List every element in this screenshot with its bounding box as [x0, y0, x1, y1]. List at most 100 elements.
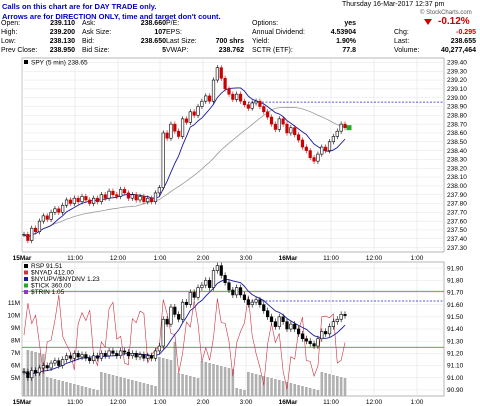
volume-bar: [254, 374, 258, 396]
candle-body: [95, 355, 100, 359]
x-tick-label: 12:00: [110, 255, 127, 262]
stat-label: Options:: [252, 20, 279, 27]
candle-body: [150, 197, 154, 203]
x-tick-label: 11:00: [67, 399, 83, 406]
y-tick-label: 238.80: [447, 113, 467, 120]
volume-bar: [200, 361, 204, 396]
candle-body: [204, 279, 208, 286]
candle-body: [327, 141, 332, 151]
candle-body: [41, 215, 45, 222]
volume-bar: [154, 386, 157, 396]
y-tick-label: 91.10: [447, 363, 464, 370]
candle-body: [84, 354, 88, 359]
candle-body: [107, 190, 111, 199]
x-tick-label: 12:00: [110, 399, 127, 406]
volume-bar: [189, 376, 192, 396]
candle-body: [273, 123, 277, 130]
volume-bar: [80, 386, 84, 396]
y-tick-label: 238.10: [447, 174, 467, 181]
candle-body: [122, 189, 127, 194]
x-tick-label: 11:00: [323, 399, 339, 406]
stat-value: 238.655: [450, 38, 476, 45]
candle-body: [180, 118, 185, 137]
candle-body: [142, 196, 146, 203]
volume-bar: [270, 378, 273, 396]
watermark: © StockCharts.com: [420, 10, 472, 16]
candle-body: [26, 371, 30, 379]
oscillator-line: [23, 295, 346, 390]
volume-bar: [305, 387, 308, 396]
stat-value: 238.950: [49, 47, 75, 54]
candle-body: [254, 100, 258, 104]
candle-body: [324, 331, 328, 335]
candle-body: [266, 310, 270, 318]
candle-body: [331, 136, 335, 143]
candle-body: [142, 354, 146, 359]
stat-label: Bid:: [82, 38, 95, 45]
volume-bar: [181, 374, 184, 396]
candle-body: [138, 196, 142, 201]
stat-value: 238.650: [140, 38, 166, 45]
plot-frame: [21, 57, 445, 253]
candle-body: [41, 365, 45, 369]
header-datetime: Thursday 16-Mar-2017 12:37 pm: [342, 1, 445, 8]
candle-body: [223, 275, 227, 284]
y-tick-label: 237.60: [447, 218, 467, 225]
y-tick-label: 237.30: [447, 245, 467, 252]
y-tick-label: 238.70: [447, 121, 467, 128]
volume-bar: [335, 376, 339, 396]
candle-body: [22, 234, 26, 236]
candle-body: [161, 132, 165, 188]
stat-label: Last:: [394, 38, 410, 45]
candle-body: [57, 360, 61, 366]
volume-tick-label: 8M: [11, 338, 20, 345]
candle-body: [169, 306, 173, 325]
y-tick-label: 239.10: [447, 86, 467, 93]
volume-bar: [119, 377, 122, 396]
volume-bar: [204, 362, 208, 396]
stat-value: 107: [154, 29, 166, 36]
candle-body: [34, 370, 38, 374]
candle-body: [316, 153, 320, 162]
stat-value: 238.762: [218, 47, 244, 54]
candle-body: [192, 111, 196, 116]
candle-body: [92, 197, 96, 204]
candle-body: [157, 345, 161, 352]
indicator-panel: 90.90 91.00 91.10 91.20 91.30 91.40 91.50 91.60…: [7, 261, 464, 406]
stat-label: Low:: [1, 38, 16, 45]
volume-bar: [262, 376, 266, 396]
candle-body: [262, 304, 266, 312]
candle-body: [37, 367, 42, 374]
y-tick-label: 91.30: [447, 338, 464, 345]
volume-bar: [324, 373, 327, 396]
volume-bar: [150, 385, 153, 396]
y-tick-label: 91.60: [447, 302, 464, 309]
candle-body: [324, 146, 328, 151]
candle-body: [84, 196, 88, 201]
last-price-marker: [346, 125, 352, 131]
candle-body: [304, 338, 308, 342]
candle-body: [165, 318, 169, 325]
volume-bar: [281, 381, 285, 396]
volume-bar: [308, 388, 312, 396]
volume-bar: [22, 368, 26, 396]
candle-body: [53, 360, 57, 364]
volume-bar: [57, 380, 61, 396]
candle-body: [184, 118, 189, 123]
volume-bar: [65, 382, 68, 396]
volume-bar: [235, 388, 239, 396]
y-tick-label: 237.40: [447, 236, 467, 243]
x-tick-label: 2:00: [197, 399, 210, 406]
candle-body: [320, 331, 324, 340]
candle-body: [68, 199, 73, 204]
volume-bar: [45, 377, 49, 396]
candle-body: [130, 194, 134, 199]
candle-body: [208, 279, 212, 288]
candle-body: [296, 134, 301, 141]
volume-bar: [165, 359, 169, 396]
candle-body: [72, 197, 76, 204]
volume-tick-label: 9M: [11, 325, 20, 332]
candle-body: [258, 299, 262, 305]
candle-body: [343, 123, 347, 128]
y-tick-label: 91.80: [447, 277, 464, 284]
